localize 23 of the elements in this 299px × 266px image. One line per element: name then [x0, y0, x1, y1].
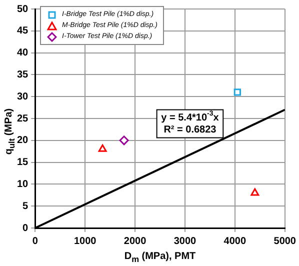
y-tick-label: 15 [17, 157, 29, 168]
point [250, 188, 260, 196]
x-tick-label: 0 [32, 236, 38, 247]
x-tick-label: 4000 [224, 236, 246, 247]
y-tick-label: 5 [22, 200, 29, 212]
point [234, 88, 241, 96]
point [98, 144, 107, 152]
point [119, 136, 129, 146]
y-tick-label: 40 [17, 48, 29, 59]
y-tick-label: 30 [17, 91, 29, 102]
y-tick-label: 50 [17, 4, 29, 15]
x-tick-label: 3000 [174, 236, 197, 247]
y-tick-label: 45 [17, 26, 29, 37]
annotation: R² = 0.6823 [164, 124, 217, 136]
y-tick-label: 0 [22, 222, 29, 234]
x-tick-label: 1000 [74, 236, 97, 247]
x-tick-label: 5000 [274, 236, 296, 247]
y-tick-label: 10 [17, 178, 29, 190]
x-axis-title: D$_{m}$ (MPa), PMT [123, 251, 197, 264]
y-tick-label: 20 [17, 135, 29, 146]
y-tick-label: 35 [17, 69, 29, 80]
y-tick-label: 25 [17, 113, 29, 124]
x-tick-label: 2000 [124, 236, 147, 247]
